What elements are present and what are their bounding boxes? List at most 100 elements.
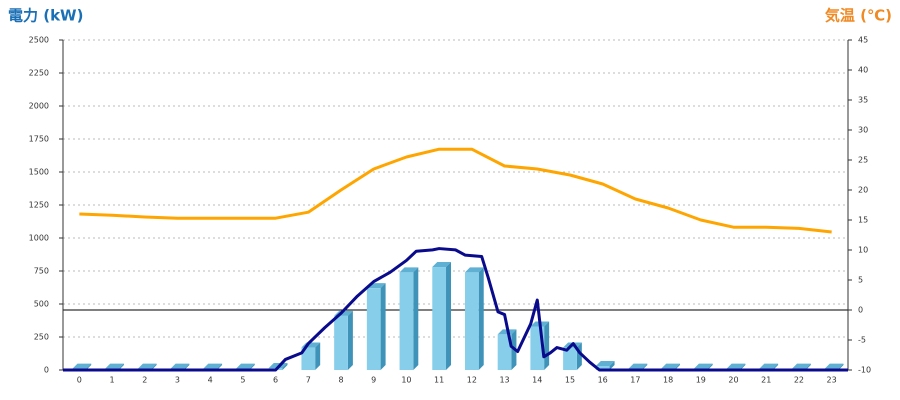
- x-tick-label: 10: [401, 376, 411, 385]
- bar-top: [628, 363, 648, 369]
- line: [79, 147, 832, 234]
- bar-side: [838, 363, 844, 370]
- y-tick-label: 1500: [29, 168, 49, 177]
- x-tick-label: 12: [467, 376, 477, 385]
- bar-top: [236, 363, 255, 369]
- y2-tick-label: 30: [858, 126, 868, 135]
- bar: [464, 272, 479, 370]
- x-tick-label: 23: [827, 376, 837, 385]
- y2-tick-label: 45: [858, 36, 868, 45]
- bar-top: [203, 363, 223, 369]
- y2-tick-label: 10: [858, 246, 868, 255]
- y2-tick-label: 0: [858, 306, 863, 315]
- x-tick-label: 13: [499, 376, 509, 385]
- bar-side: [249, 363, 255, 370]
- x-tick-label: 8: [338, 376, 343, 385]
- bar: [334, 315, 348, 370]
- bar-side: [674, 363, 680, 370]
- y2-tick-label: 25: [858, 156, 868, 165]
- y2-tick-label: 40: [858, 66, 868, 75]
- bar: [595, 366, 610, 370]
- bar-top: [792, 363, 811, 369]
- x-tick-label: 14: [532, 376, 542, 385]
- x-tick-label: 21: [761, 376, 771, 385]
- bar-side: [217, 363, 223, 370]
- x-tick-label: 20: [728, 376, 738, 385]
- x-tick-label: 6: [273, 376, 278, 385]
- y2-tick-label: -10: [858, 366, 871, 375]
- bar: [366, 288, 381, 370]
- right-axis-title: 気温 (℃): [825, 7, 892, 25]
- x-tick-label: 16: [598, 376, 608, 385]
- y-tick-label: 1250: [29, 201, 49, 210]
- bar-top: [726, 363, 746, 369]
- bar-side: [151, 363, 157, 370]
- y2-tick-label: 20: [858, 186, 868, 195]
- bar-side: [380, 283, 386, 370]
- y2-tick-label: 35: [858, 96, 868, 105]
- bar-top: [170, 363, 190, 369]
- bar-side: [773, 363, 779, 370]
- y2-tick-label: 15: [858, 216, 868, 225]
- x-tick-label: 11: [434, 376, 444, 385]
- bar-top: [824, 363, 844, 369]
- x-tick-label: 19: [696, 376, 706, 385]
- y-tick-label: 2500: [29, 36, 49, 45]
- y2-tick-label: 5: [858, 276, 863, 285]
- bar-side: [446, 262, 452, 370]
- bar-top: [432, 262, 452, 268]
- bar-side: [609, 361, 615, 370]
- y-tick-label: 2250: [29, 69, 49, 78]
- bar-side: [413, 267, 419, 370]
- y-tick-label: 0: [44, 366, 49, 375]
- y-tick-label: 250: [34, 333, 49, 342]
- bar-side: [347, 310, 353, 370]
- line: [63, 247, 848, 372]
- bar-side: [118, 363, 124, 370]
- bar-top: [759, 363, 779, 369]
- bar: [497, 334, 512, 370]
- x-tick-label: 22: [794, 376, 804, 385]
- bar: [563, 347, 577, 370]
- bar-side: [642, 363, 648, 370]
- x-tick-label: 4: [208, 376, 213, 385]
- y-tick-label: 500: [34, 300, 49, 309]
- x-tick-label: 1: [110, 376, 115, 385]
- y-tick-label: 750: [34, 267, 49, 276]
- x-tick-label: 9: [371, 376, 376, 385]
- y2-tick-label: -5: [858, 336, 866, 345]
- x-tick-label: 2: [142, 376, 147, 385]
- x-tick-label: 18: [663, 376, 673, 385]
- y-tick-label: 1000: [29, 234, 49, 243]
- bar-top: [661, 363, 680, 369]
- bar-top: [595, 361, 615, 367]
- bar-side: [707, 363, 713, 370]
- x-tick-label: 3: [175, 376, 180, 385]
- bar-top: [693, 363, 713, 369]
- bar-side: [282, 363, 288, 370]
- bar-side: [478, 267, 484, 370]
- x-tick-label: 15: [565, 376, 575, 385]
- x-tick-label: 5: [240, 376, 245, 385]
- x-tick-label: 7: [306, 376, 311, 385]
- bar-top: [137, 363, 157, 369]
- bar-top: [72, 363, 92, 369]
- bar: [301, 347, 316, 370]
- bar-side: [184, 363, 190, 370]
- left-axis-title: 電力 (kW): [8, 7, 83, 25]
- x-tick-label: 17: [630, 376, 640, 385]
- bar-top: [464, 267, 484, 273]
- y-tick-label: 1750: [29, 135, 49, 144]
- bar-side: [740, 363, 746, 370]
- bar-side: [544, 321, 550, 370]
- x-tick-label: 0: [77, 376, 82, 385]
- bar-side: [315, 342, 321, 370]
- bar: [432, 267, 447, 370]
- y-tick-label: 2000: [29, 102, 49, 111]
- bar: [399, 272, 414, 370]
- bar-side: [86, 363, 92, 370]
- bar-side: [805, 363, 811, 370]
- bar-top: [105, 363, 124, 369]
- bar-top: [399, 267, 419, 273]
